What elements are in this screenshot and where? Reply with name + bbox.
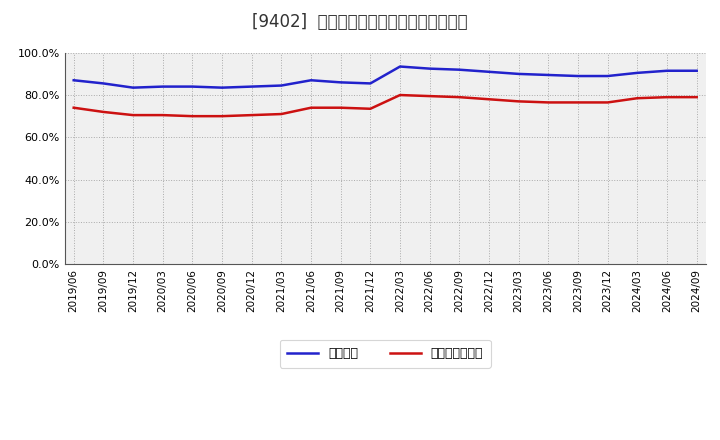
固定長期適合率 (693, 95, 701, 100)
固定比率 (455, 67, 464, 72)
固定比率 (129, 85, 138, 90)
固定比率 (693, 68, 701, 73)
Legend: 固定比率, 固定長期適合率: 固定比率, 固定長期適合率 (279, 340, 491, 367)
固定比率 (603, 73, 612, 79)
固定長期適合率 (633, 95, 642, 101)
固定比率 (574, 73, 582, 79)
固定長期適合率 (514, 99, 523, 104)
Text: [9402]  固定比率、固定長期適合率の推移: [9402] 固定比率、固定長期適合率の推移 (252, 13, 468, 31)
固定長期適合率 (69, 105, 78, 110)
固定比率 (248, 84, 256, 89)
固定長期適合率 (129, 113, 138, 118)
固定比率 (396, 64, 405, 69)
固定長期適合率 (336, 105, 345, 110)
固定長期適合率 (544, 100, 553, 105)
Line: 固定比率: 固定比率 (73, 66, 697, 88)
固定比率 (69, 77, 78, 83)
固定長期適合率 (574, 100, 582, 105)
Line: 固定長期適合率: 固定長期適合率 (73, 95, 697, 116)
固定長期適合率 (426, 93, 434, 99)
固定比率 (336, 80, 345, 85)
固定比率 (633, 70, 642, 76)
固定長期適合率 (99, 109, 108, 114)
固定長期適合率 (217, 114, 226, 119)
固定比率 (366, 81, 374, 86)
固定比率 (485, 69, 493, 74)
固定長期適合率 (396, 92, 405, 98)
固定比率 (426, 66, 434, 71)
固定比率 (158, 84, 167, 89)
固定長期適合率 (248, 113, 256, 118)
固定比率 (277, 83, 286, 88)
固定比率 (544, 72, 553, 77)
固定長期適合率 (603, 100, 612, 105)
固定長期適合率 (366, 106, 374, 111)
固定比率 (514, 71, 523, 77)
固定比率 (188, 84, 197, 89)
固定長期適合率 (455, 95, 464, 100)
固定比率 (662, 68, 671, 73)
固定長期適合率 (307, 105, 315, 110)
固定長期適合率 (188, 114, 197, 119)
固定長期適合率 (662, 95, 671, 100)
固定比率 (307, 77, 315, 83)
固定長期適合率 (485, 97, 493, 102)
固定比率 (217, 85, 226, 90)
固定長期適合率 (277, 111, 286, 117)
固定長期適合率 (158, 113, 167, 118)
固定比率 (99, 81, 108, 86)
